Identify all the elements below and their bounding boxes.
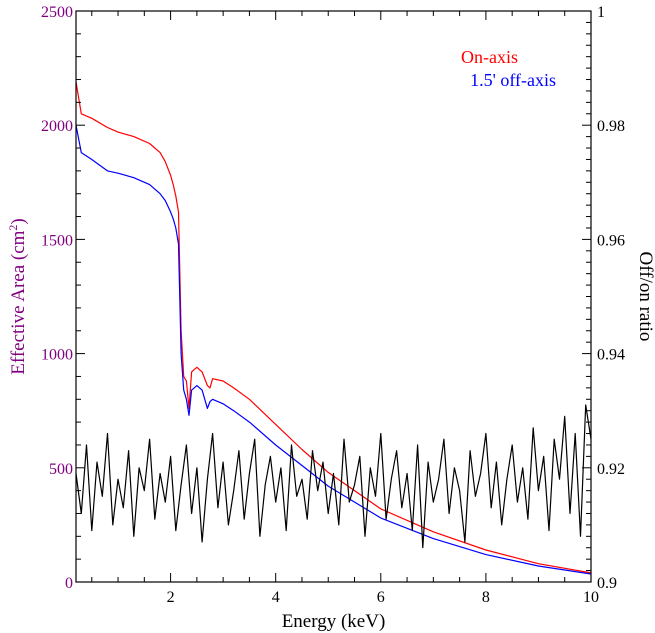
y-right-tick-label: 0.9 [597, 575, 617, 592]
ticks-layer [76, 10, 592, 583]
y-left-tick-label: 1500 [41, 232, 73, 249]
off-axis-series-line [76, 125, 591, 575]
y-left-tick-label: 1000 [41, 347, 73, 364]
x-tick-label: 8 [482, 589, 490, 606]
y-right-tick-label: 0.92 [597, 461, 625, 478]
series-layer [76, 81, 591, 575]
right-y-axis-title: Off/on ratio [635, 252, 655, 342]
y-left-tick-label: 2000 [41, 118, 73, 135]
left-y-axis-title: Effective Area (cm2) [6, 218, 29, 375]
on-axis-series-line [76, 81, 591, 574]
y-left-tick-label: 500 [49, 461, 73, 478]
x-tick-label: 4 [272, 589, 280, 606]
x-tick-label: 6 [377, 589, 385, 606]
y-left-tick-label: 2500 [41, 4, 73, 21]
left-y-axis-title-sup: 2 [6, 225, 20, 231]
y-right-tick-label: 0.96 [597, 232, 625, 249]
labels-layer: 2 4 6 8 10 0 500 1000 1500 2000 2500 0.9 0.92 0.94 0.9… [41, 4, 625, 606]
y-right-tick-label: 1 [597, 4, 605, 21]
y-right-tick-label: 0.94 [597, 347, 625, 364]
legend-off-axis: 1.5' off-axis [470, 70, 556, 90]
y-right-tick-label: 0.98 [597, 118, 625, 135]
left-y-axis-title-text: Effective Area (cm [8, 230, 29, 374]
off-on-ratio-series-line [76, 404, 591, 549]
left-y-axis-title-close: ) [8, 218, 29, 224]
x-tick-label: 10 [583, 589, 599, 606]
x-tick-label: 2 [167, 589, 175, 606]
y-left-tick-label: 0 [65, 575, 73, 592]
x-axis-title: Energy (keV) [282, 611, 386, 632]
legend-on-axis: On-axis [461, 47, 518, 67]
